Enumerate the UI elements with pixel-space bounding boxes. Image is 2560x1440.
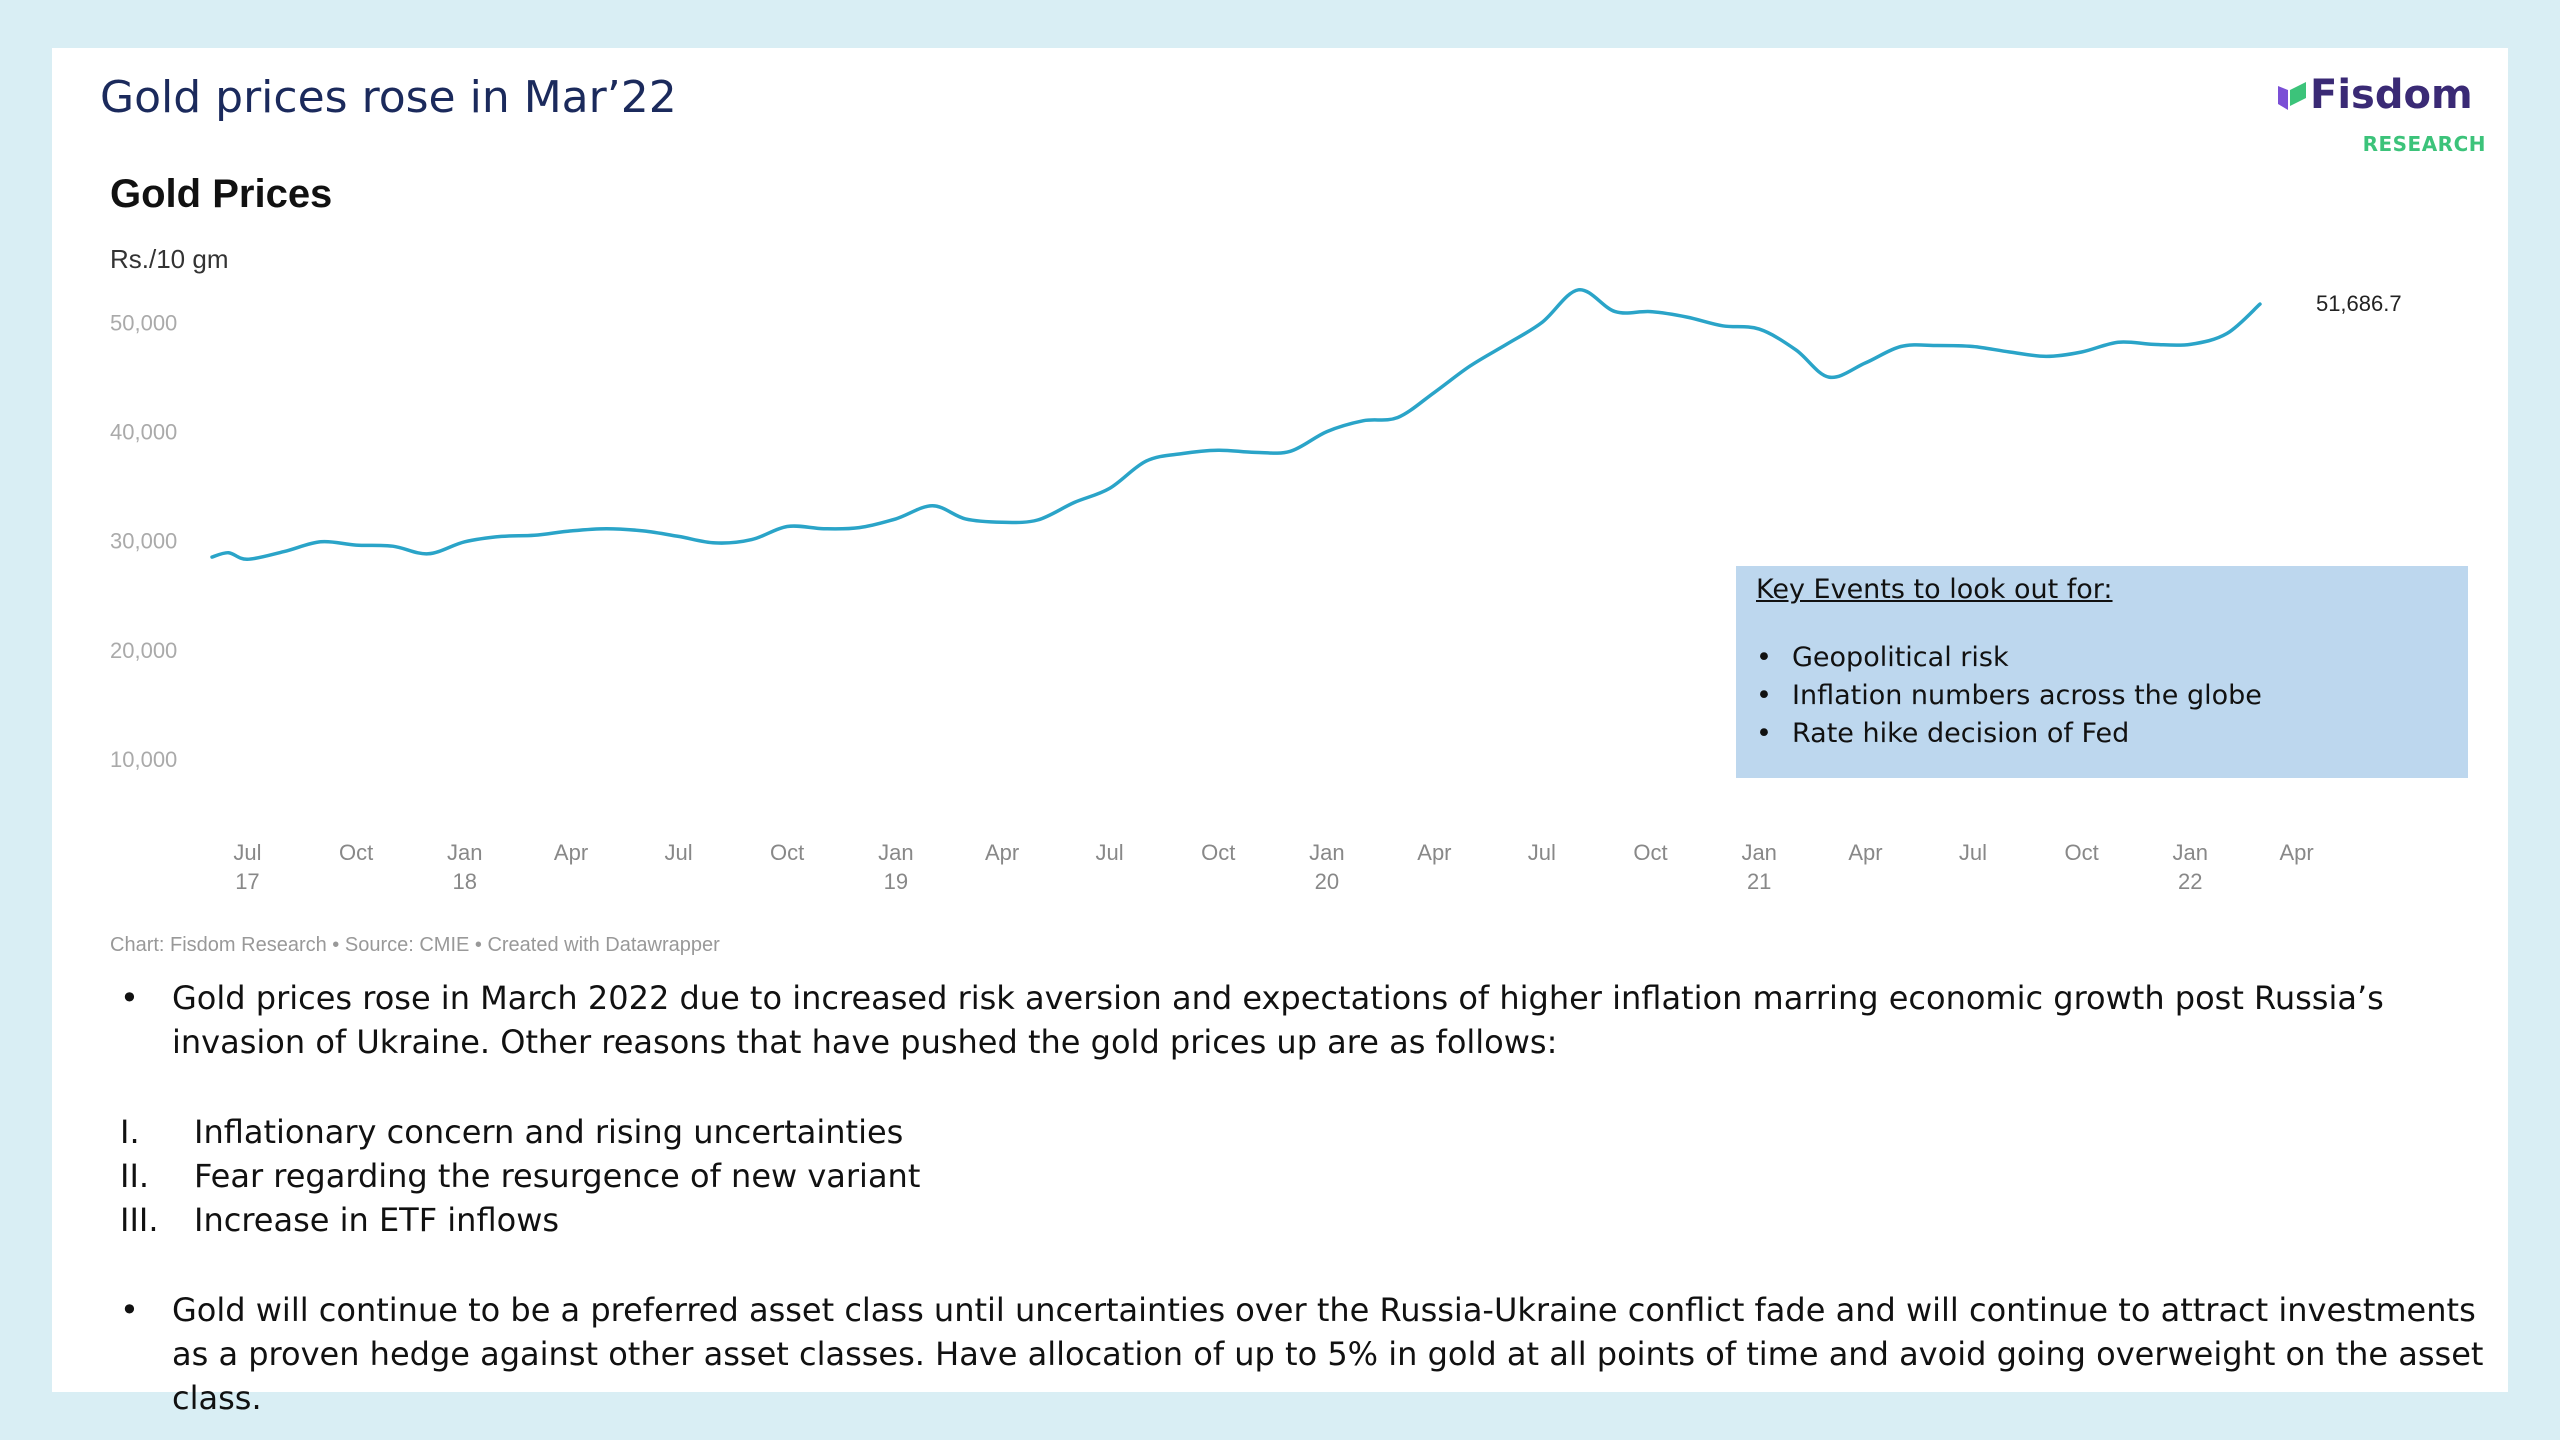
x-tick-label: Apr	[1417, 840, 1451, 865]
x-tick-label: Jul	[1096, 840, 1124, 865]
reason-text: Increase in ETF inflows	[194, 1201, 560, 1239]
x-tick-label: Jan	[878, 840, 913, 865]
x-tick-year-label: 20	[1315, 869, 1339, 894]
key-events-list: Geopolitical risk Inflation numbers acro…	[1756, 639, 2448, 753]
x-tick-label: Oct	[770, 840, 804, 865]
x-tick-label: Apr	[1848, 840, 1882, 865]
x-tick-label: Oct	[339, 840, 373, 865]
x-tick-label: Jan	[2173, 840, 2208, 865]
logo-subtitle: RESEARCH	[2362, 132, 2486, 156]
commentary-bullet-text: Gold will continue to be a preferred ass…	[172, 1291, 2484, 1417]
x-axis-ticks: Jul 17 Oct Jan 18 Apr Jul Oct Jan 19 Apr Jul Oct Jan 2…	[233, 840, 2313, 894]
chart-source-credit: Chart: Fisdom Research • Source: CMIE • …	[110, 934, 720, 956]
key-event-item: Geopolitical risk	[1756, 639, 2448, 677]
series-layer: 51,686.7	[210, 288, 2402, 562]
x-tick-year-label: 17	[235, 869, 259, 894]
reasons-list: I. Inflationary concern and rising uncer…	[110, 1110, 2512, 1242]
key-events-heading: Key Events to look out for:	[1756, 574, 2113, 605]
commentary-bullet-text: Gold prices rose in March 2022 due to in…	[172, 979, 2384, 1061]
slide-title: Gold prices rose in Mar’22	[100, 72, 677, 123]
x-tick-label: Jul	[233, 840, 261, 865]
bullet-marker: •	[120, 979, 139, 1017]
x-tick-label: Oct	[1633, 840, 1667, 865]
key-events-box: Key Events to look out for: Geopolitical…	[1736, 566, 2468, 778]
key-event-item: Rate hike decision of Fed	[1756, 715, 2448, 753]
logo-leaf-icon	[2278, 82, 2306, 110]
x-tick-label: Jan	[1741, 840, 1776, 865]
x-tick-year-label: 22	[2178, 869, 2202, 894]
x-tick-label: Jan	[1309, 840, 1344, 865]
commentary-bullet: • Gold will continue to be a preferred a…	[110, 1288, 2512, 1420]
x-tick-year-label: 21	[1747, 869, 1771, 894]
fisdom-logo: Fisdom RESEARCH	[2276, 68, 2486, 168]
bullet-marker: •	[120, 1291, 139, 1329]
reason-item: II. Fear regarding the resurgence of new…	[110, 1154, 2512, 1198]
gold-price-line	[210, 288, 2262, 562]
last-value-label: 51,686.7	[2316, 291, 2402, 316]
y-tick-label: 30,000	[110, 529, 177, 554]
key-event-item: Inflation numbers across the globe	[1756, 677, 2448, 715]
x-tick-year-label: 18	[453, 869, 477, 894]
commentary: • Gold prices rose in March 2022 due to …	[110, 976, 2512, 1420]
reason-item: III. Increase in ETF inflows	[110, 1198, 2512, 1242]
y-tick-label: 20,000	[110, 638, 177, 663]
slide: Gold prices rose in Mar’22 Fisdom RESEAR…	[52, 48, 2508, 1417]
y-axis-unit-label: Rs./10 gm	[110, 244, 229, 274]
x-tick-label: Jul	[664, 840, 692, 865]
reason-number: III.	[120, 1201, 159, 1239]
reason-text: Inflationary concern and rising uncertai…	[194, 1113, 904, 1151]
reason-text: Fear regarding the resurgence of new var…	[194, 1157, 921, 1195]
x-tick-label: Oct	[2064, 840, 2098, 865]
reason-number: II.	[120, 1157, 150, 1195]
x-tick-label: Jan	[447, 840, 482, 865]
y-tick-label: 50,000	[110, 311, 177, 336]
x-tick-label: Oct	[1201, 840, 1235, 865]
y-axis-ticks: 10,000 20,000 30,000 40,000 50,000	[110, 311, 177, 772]
commentary-bullet: • Gold prices rose in March 2022 due to …	[110, 976, 2512, 1064]
x-tick-label: Jul	[1959, 840, 1987, 865]
reason-number: I.	[120, 1113, 140, 1151]
x-tick-year-label: 19	[884, 869, 908, 894]
x-tick-label: Apr	[2279, 840, 2313, 865]
logo-wordmark: Fisdom	[2310, 72, 2473, 118]
reason-item: I. Inflationary concern and rising uncer…	[110, 1110, 2512, 1154]
x-tick-label: Jul	[1528, 840, 1556, 865]
y-tick-label: 10,000	[110, 747, 177, 772]
chart-title: Gold Prices	[110, 172, 333, 216]
x-tick-label: Apr	[985, 840, 1019, 865]
x-tick-label: Apr	[554, 840, 588, 865]
y-tick-label: 40,000	[110, 420, 177, 445]
